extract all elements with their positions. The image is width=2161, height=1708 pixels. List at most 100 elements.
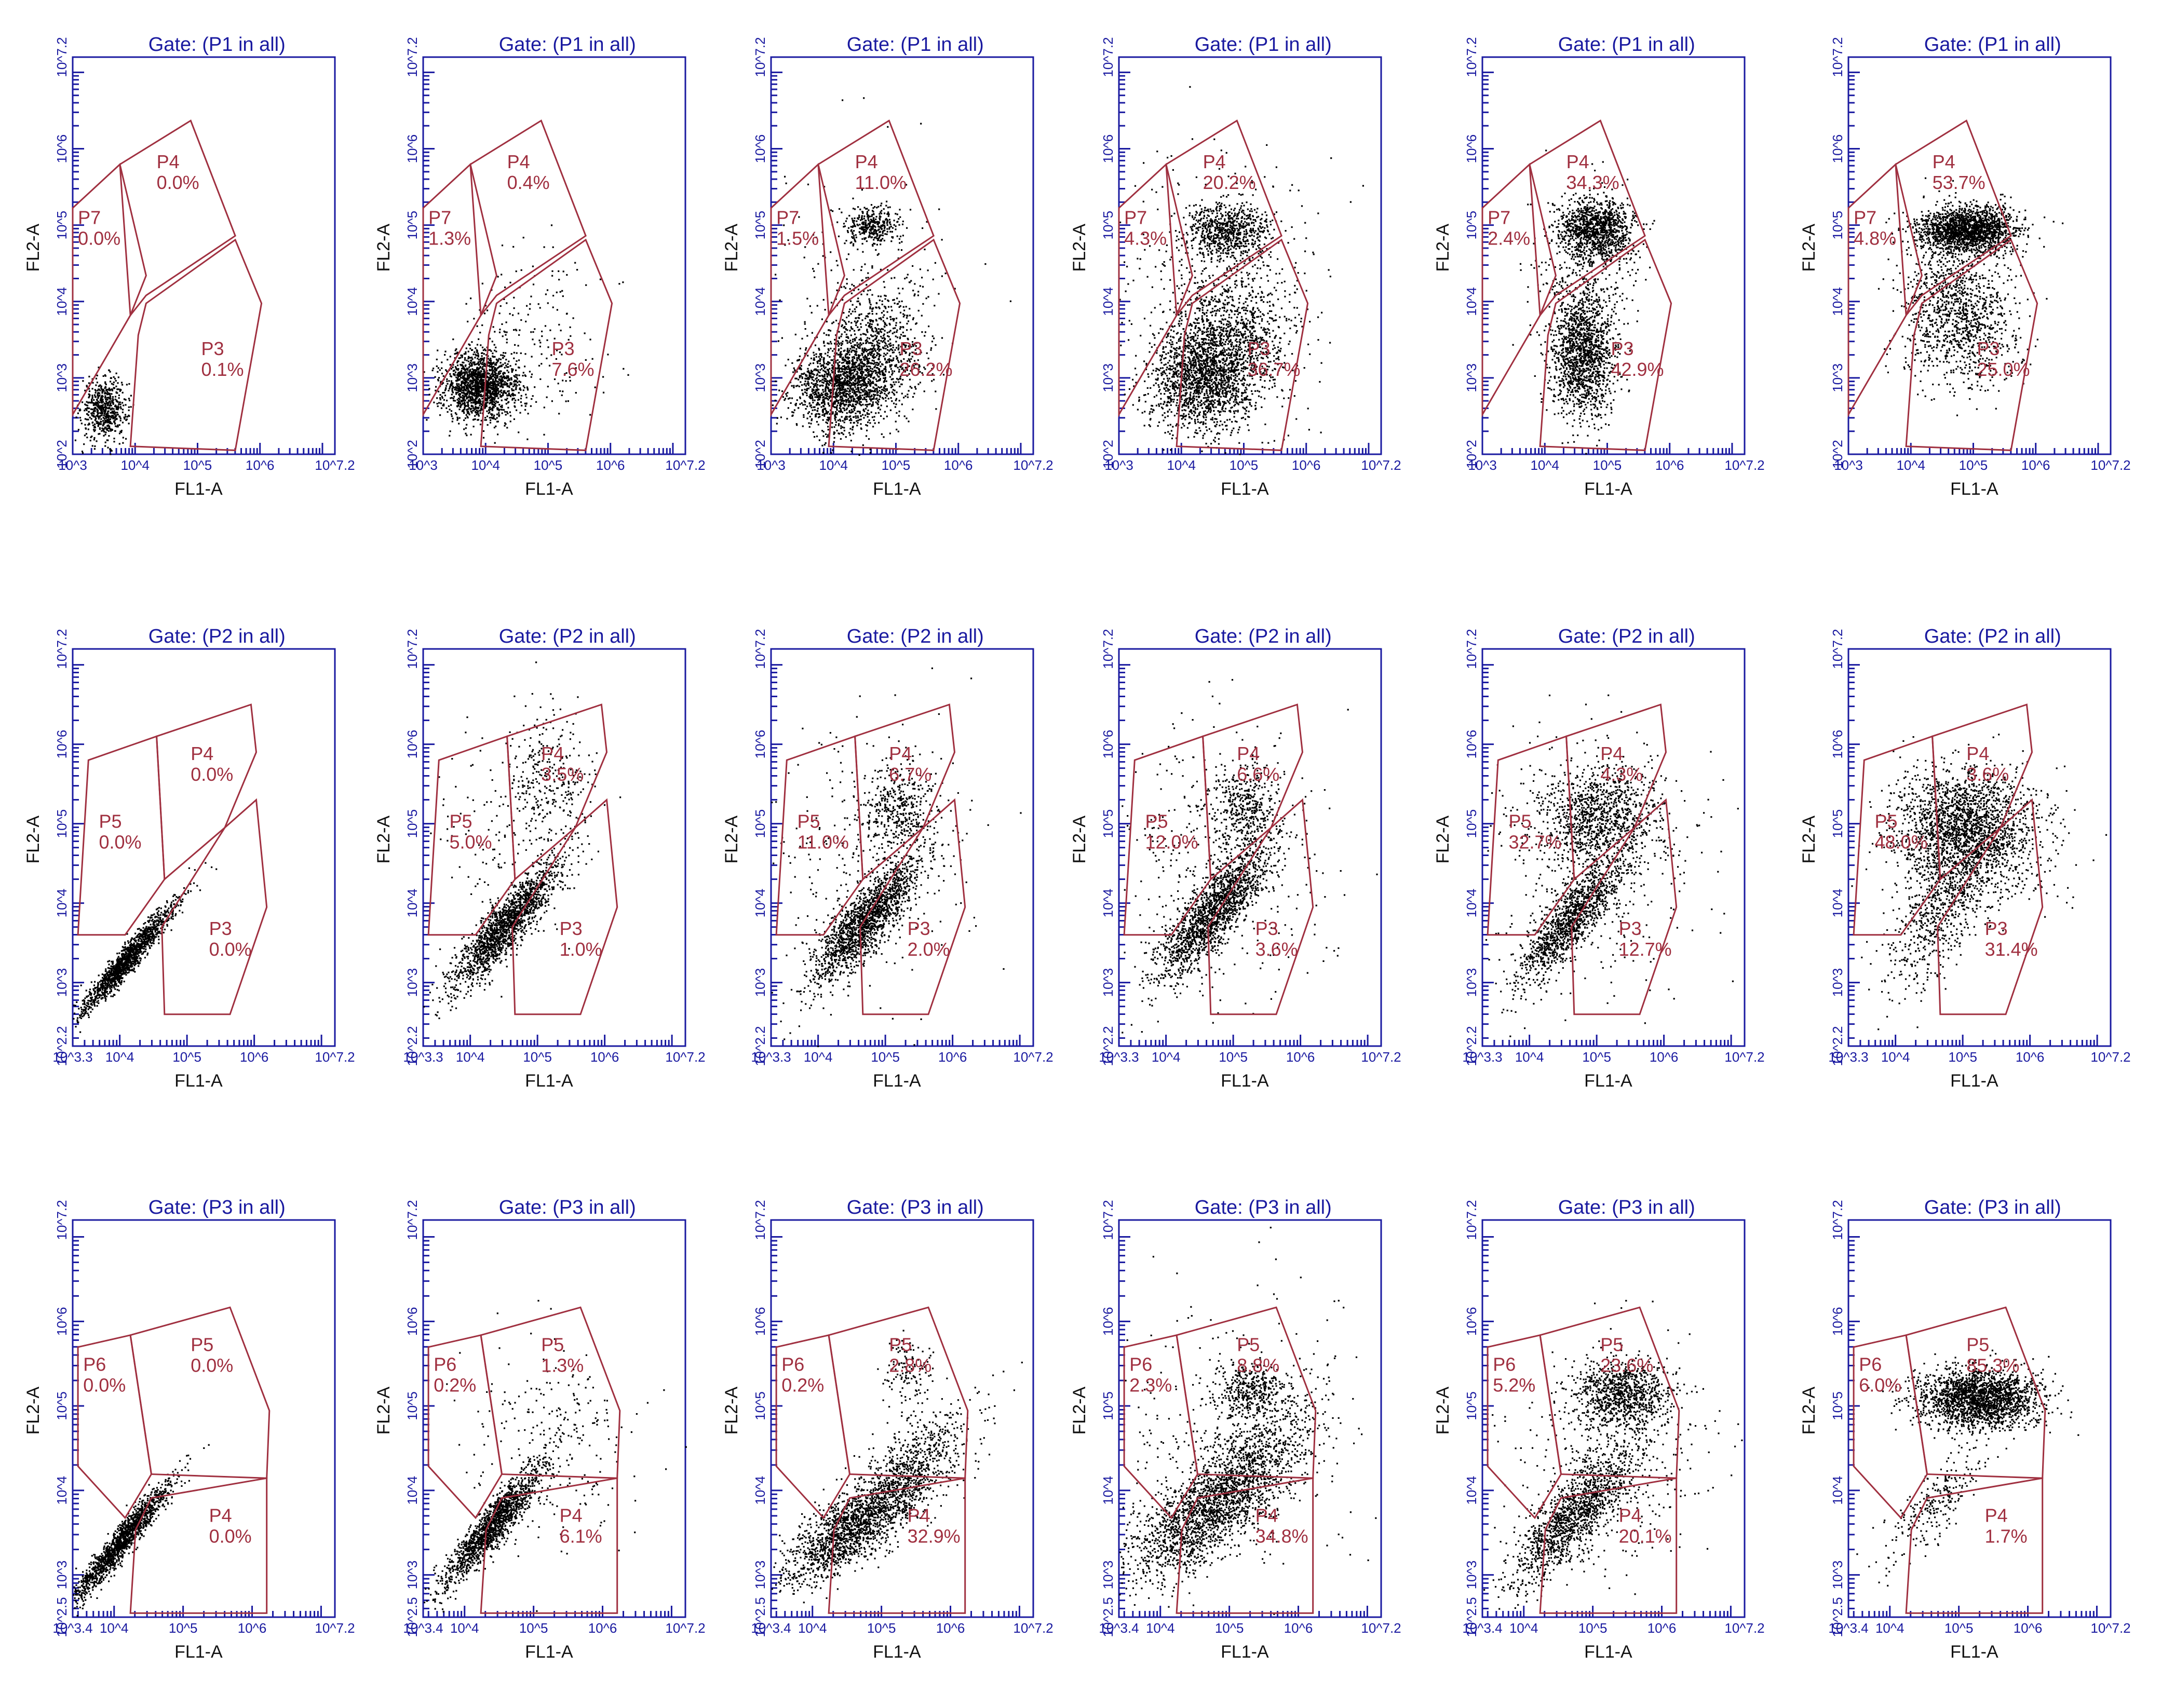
gate-percent-label: 20.2% — [1203, 172, 1256, 193]
y-tick-label: 10^3 — [1464, 363, 1479, 392]
gate-percent-label: 26.2% — [899, 359, 952, 380]
gate-name-label: P4 — [1203, 151, 1226, 172]
axis-minor-ticks — [1848, 1236, 2098, 1617]
plot-title: Gate: (P1 in all) — [499, 34, 636, 56]
gate-percent-label: 0.0% — [78, 227, 120, 249]
axis-minor-ticks — [1118, 71, 1370, 455]
gate-p3[interactable] — [480, 238, 613, 451]
y-tick-label: 10^2 — [752, 440, 768, 469]
y-tick-label: 10^4 — [1100, 287, 1116, 316]
x-tick-label: 10^5 — [882, 457, 911, 473]
gate-polygons — [72, 119, 263, 451]
gate-percent-label: 1.3% — [428, 227, 471, 249]
gate-percent-label: 11.0% — [855, 172, 907, 193]
y-tick-label: 10^4 — [404, 287, 420, 316]
gate-name-label: P5 — [1966, 1334, 1989, 1355]
y-tick-label: 10^4 — [1464, 287, 1479, 316]
x-axis-label: FL1-A — [1584, 479, 1632, 499]
y-tick-label: 10^4 — [752, 287, 768, 316]
y-tick-label: 10^2 — [1100, 440, 1116, 469]
y-tick-label: 10^2.5 — [1830, 1597, 1845, 1637]
y-tick-label: 10^7.2 — [1830, 1200, 1845, 1240]
axis-minor-ticks — [422, 71, 674, 455]
gate-polygons — [770, 119, 961, 451]
y-tick-label: 10^7.2 — [1100, 37, 1116, 77]
gate-p4[interactable] — [469, 119, 587, 318]
x-tick-label: 10^7.2 — [2090, 1620, 2130, 1636]
gate-name-label: P4 — [507, 151, 530, 172]
gate-percent-label: 1.5% — [776, 227, 819, 249]
gate-p3[interactable] — [828, 238, 961, 451]
x-tick-label: 10^5 — [1230, 457, 1259, 473]
y-tick-label: 10^7.2 — [404, 37, 420, 77]
gate-p7[interactable] — [1118, 162, 1193, 418]
x-tick-label: 10^3 — [757, 457, 786, 473]
x-tick-label: 10^5 — [183, 457, 212, 473]
gate-p3[interactable] — [129, 238, 263, 451]
x-tick-label: 10^3 — [1104, 457, 1133, 473]
x-tick-label: 10^4 — [1167, 457, 1196, 473]
y-tick-label: 10^7.2 — [54, 37, 70, 77]
plot-title: Gate: (P1 in all) — [148, 34, 286, 56]
gate-name-label: P3 — [1247, 338, 1270, 359]
gate-polygons — [1118, 119, 1309, 451]
y-tick-label: 10^3 — [1830, 1561, 1845, 1590]
x-tick-label: 10^7.2 — [1013, 457, 1053, 473]
y-tick-label: 10^5 — [1464, 211, 1479, 240]
gate-p7[interactable] — [770, 162, 845, 418]
y-axis-label: FL2-A — [1799, 1387, 1819, 1435]
gate-percent-label: 0.0% — [157, 172, 199, 193]
event-dots — [772, 97, 1011, 456]
y-tick-label: 10^2 — [54, 440, 70, 469]
y-tick-label: 10^6 — [752, 134, 768, 164]
x-tick-label: 10^7.2 — [1724, 457, 1764, 473]
x-tick-label: 10^7.2 — [1361, 457, 1401, 473]
x-tick-label: 10^7.2 — [665, 457, 705, 473]
gate-p4[interactable] — [817, 119, 935, 318]
y-tick-label: 10^5 — [404, 211, 420, 240]
gate-polygons — [1481, 119, 1672, 451]
x-tick-label: 10^3 — [409, 457, 438, 473]
axis-minor-ticks — [1481, 71, 1733, 455]
y-tick-label: 10^7.2 — [752, 37, 768, 77]
y-tick-label: 10^5 — [752, 211, 768, 240]
y-tick-label: 10^6 — [1100, 134, 1116, 164]
y-tick-label: 10^5 — [1830, 1391, 1845, 1420]
gate-name-label: P7 — [428, 207, 451, 228]
event-dots — [1119, 86, 1364, 455]
y-tick-label: 10^3 — [1100, 363, 1116, 392]
y-tick-label: 10^4 — [54, 287, 70, 316]
x-tick-label: 10^4 — [471, 457, 500, 473]
gate-name-label: P7 — [776, 207, 799, 228]
y-tick-label: 10^5 — [1100, 211, 1116, 240]
y-tick-label: 10^6 — [1830, 1307, 1845, 1336]
x-axis-label: FL1-A — [1950, 1642, 1998, 1662]
gate-p7[interactable] — [72, 162, 147, 418]
plot-title: Gate: (P3 in all) — [1924, 1197, 2061, 1218]
y-tick-label: 10^2 — [1464, 440, 1479, 469]
y-tick-label: 10^6 — [1464, 134, 1479, 164]
x-axis-label: FL1-A — [525, 479, 573, 499]
y-tick-label: 10^4 — [1830, 1476, 1845, 1505]
gate-p4[interactable] — [119, 119, 236, 318]
gate-p4[interactable] — [1165, 119, 1282, 318]
gate-p7[interactable] — [422, 162, 497, 418]
gate-percent-label: 0.4% — [507, 172, 550, 193]
gate-name-label: P7 — [78, 207, 101, 228]
gate-name-label: P3 — [551, 338, 574, 359]
gate-percent-label: 0.1% — [201, 359, 244, 380]
gate-p7[interactable] — [1481, 162, 1557, 418]
gate-percent-label: 36.7% — [1247, 359, 1300, 380]
x-tick-label: 10^6 — [944, 457, 973, 473]
gate-p3[interactable] — [1176, 238, 1309, 451]
y-tick-label: 10^2 — [404, 440, 420, 469]
y-tick-label: 10^5 — [54, 211, 70, 240]
x-tick-label: 10^4 — [120, 457, 150, 473]
y-tick-label: 10^3 — [54, 363, 70, 392]
gate-percent-label: 4.3% — [1124, 227, 1167, 249]
gate-name-label: P4 — [1985, 1504, 2008, 1526]
plot-title: Gate: (P1 in all) — [847, 34, 984, 56]
y-axis-label: FL2-A — [722, 224, 741, 272]
